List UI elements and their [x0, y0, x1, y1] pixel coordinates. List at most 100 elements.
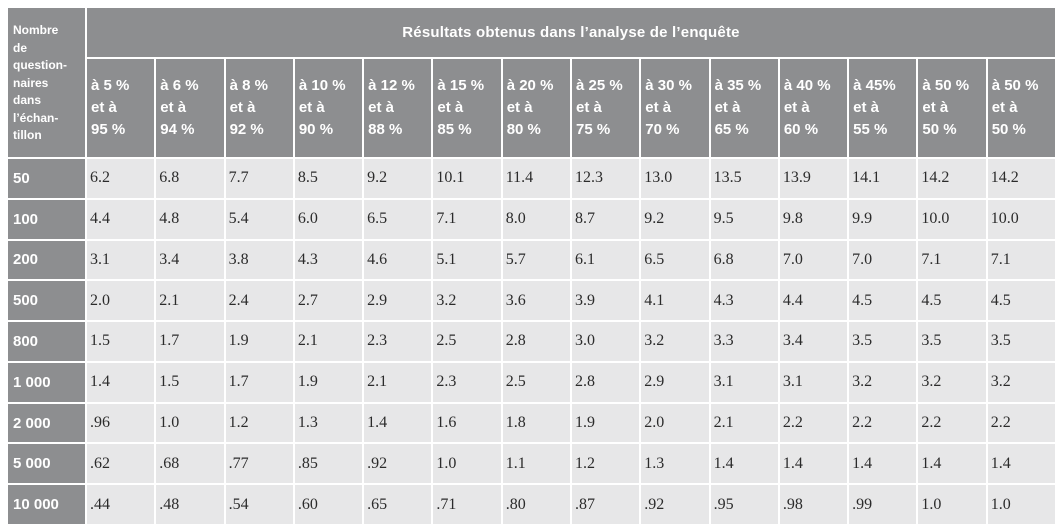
table-cell: 2.9 [364, 281, 432, 321]
row-label: 200 [8, 240, 85, 280]
table-cell: 1.4 [779, 444, 848, 484]
table-cell: .68 [156, 444, 224, 484]
table-cell: 2.8 [502, 322, 570, 361]
table-cell: 6.0 [294, 199, 363, 239]
table-cell: 10.0 [987, 199, 1055, 239]
table-cell: 3.4 [779, 322, 848, 361]
column-header: à 12 % et à 88 % [364, 59, 432, 157]
table-cell: 3.5 [849, 322, 917, 361]
table-cell: 8.0 [502, 199, 570, 239]
table-cell: 3.3 [710, 322, 778, 361]
column-header-line: et à [506, 99, 533, 116]
table-cell: 1.4 [849, 444, 917, 484]
row-label: 800 [8, 322, 85, 361]
table-cell: 5.1 [433, 240, 501, 280]
table-cell: 4.8 [156, 199, 224, 239]
column-header-line: et à [853, 99, 879, 116]
column-header-line: 88 % [368, 121, 403, 138]
table-cell: 8.7 [571, 199, 640, 239]
table-cell: 6.2 [87, 159, 155, 198]
table-cell: 14.2 [987, 159, 1055, 198]
table-cell: 7.0 [779, 240, 848, 280]
corner-header-line: naires [13, 75, 49, 90]
corner-header-line: tillon [13, 128, 42, 142]
table-cell: 3.5 [987, 322, 1055, 361]
table-cell: .96 [87, 403, 155, 443]
column-header: à 50 % et à 50 % [987, 59, 1055, 157]
table-cell: 1.3 [294, 403, 363, 443]
column-header-line: 90 % [298, 121, 334, 138]
table-cell: 6.8 [710, 240, 778, 280]
table-cell: .87 [571, 485, 640, 524]
table-cell: 9.2 [364, 159, 432, 198]
column-header-line: 92 % [229, 121, 264, 138]
table-cell: 2.1 [294, 322, 363, 361]
results-table: Nombre de question- naires dans l’échan-… [8, 8, 1055, 524]
table-cell: 13.0 [641, 159, 709, 198]
table-cell: 1.6 [433, 403, 501, 443]
table-cell: 2.5 [502, 362, 570, 402]
corner-header-line: question- [13, 58, 67, 72]
table-cell: 1.2 [225, 403, 293, 443]
column-header: à 35 % et à 65 % [710, 59, 778, 157]
table-title: Résultats obtenus dans l’analyse de l’en… [87, 8, 1055, 57]
table-cell: 1.9 [294, 362, 363, 402]
table-cell: .92 [641, 485, 709, 524]
column-header-line: 50 % [991, 121, 1026, 138]
column-header: à 10 % et à 90 % [294, 59, 363, 157]
column-header-line: et à [91, 99, 117, 116]
column-header: à 50 % et à 50 % [918, 59, 986, 157]
table-cell: 3.8 [225, 240, 293, 280]
table-cell: 3.1 [779, 362, 848, 402]
table-cell: 7.1 [433, 199, 501, 239]
column-header-line: et à [160, 99, 187, 116]
column-header: à 40 % et à 60 % [779, 59, 848, 157]
column-header-line: à 12 % [368, 77, 415, 94]
table-cell: 3.2 [641, 322, 709, 361]
table-cell: 1.4 [987, 444, 1055, 484]
column-header-line: 85 % [437, 121, 472, 138]
table-cell: 2.0 [87, 281, 155, 321]
table-cell: 8.5 [294, 159, 363, 198]
table-cell: 4.6 [364, 240, 432, 280]
column-header: à 20 % et à 80 % [502, 59, 570, 157]
table-cell: 2.5 [433, 322, 501, 361]
table-cell: 3.6 [502, 281, 570, 321]
column-header-line: et à [991, 99, 1018, 116]
column-header-line: à 15 % [437, 77, 485, 94]
table-cell: 7.1 [918, 240, 986, 280]
corner-header-sample-size: Nombre de question- naires dans l’échan-… [8, 8, 85, 157]
column-header: à 30 % et à 70 % [641, 59, 709, 157]
table-cell: 3.2 [849, 362, 917, 402]
table-cell: 1.4 [364, 403, 432, 443]
column-header-line: et à [714, 99, 741, 116]
table-cell: 9.9 [849, 199, 917, 239]
column-header-line: 95 % [91, 121, 126, 138]
row-label: 2 000 [8, 403, 85, 443]
table-cell: .85 [294, 444, 363, 484]
corner-header-line: dans [13, 93, 42, 107]
table-cell: 13.9 [779, 159, 848, 198]
column-header-line: et à [575, 99, 602, 116]
table-cell: 1.0 [433, 444, 501, 484]
table-cell: 1.9 [225, 322, 293, 361]
table-cell: 3.2 [433, 281, 501, 321]
table-cell: 7.0 [849, 240, 917, 280]
table-cell: 4.4 [779, 281, 848, 321]
column-header: à 8 % et à 92 % [225, 59, 293, 157]
table-cell: .98 [779, 485, 848, 524]
column-header: à 25 % et à 75 % [571, 59, 640, 157]
column-header-line: 80 % [506, 121, 541, 138]
table-cell: 2.2 [918, 403, 986, 443]
table-cell: 1.4 [918, 444, 986, 484]
table-cell: 14.1 [849, 159, 917, 198]
table-cell: 3.0 [571, 322, 640, 361]
table-cell: 4.5 [849, 281, 917, 321]
table-cell: 3.4 [156, 240, 224, 280]
table-cell: 6.1 [571, 240, 640, 280]
table-cell: 4.3 [294, 240, 363, 280]
table-cell: 1.3 [641, 444, 709, 484]
column-header-line: à 30 % [645, 77, 692, 94]
table-cell: 7.1 [987, 240, 1055, 280]
column-header-line: à 25 % [575, 77, 623, 94]
